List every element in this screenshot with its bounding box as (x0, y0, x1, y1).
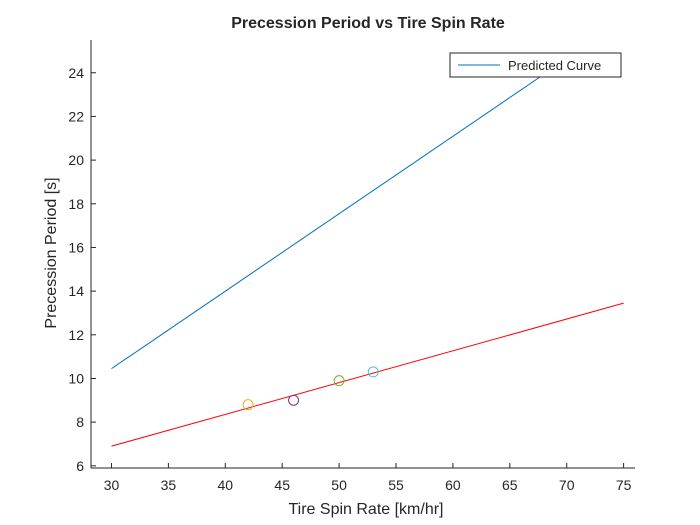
data-point-1 (242, 399, 254, 411)
series-line-predicted-curve (111, 72, 547, 370)
y-tick-label: 24 (68, 65, 84, 81)
y-tick-label: 12 (68, 327, 84, 343)
x-tick-label: 70 (559, 477, 575, 493)
x-tick-label: 65 (502, 477, 518, 493)
data-point-3 (333, 375, 345, 387)
x-tick-label: 75 (616, 477, 632, 493)
y-tick-label: 14 (68, 283, 84, 299)
data-point-2 (288, 394, 300, 406)
x-tick-label: 50 (331, 477, 347, 493)
x-tick-label: 30 (104, 477, 120, 493)
x-tick-label: 45 (274, 477, 290, 493)
y-tick-label: 8 (76, 414, 84, 430)
legend: Predicted Curve (449, 52, 622, 78)
x-tick-label: 40 (218, 477, 234, 493)
data-point-4 (367, 366, 379, 378)
y-tick-label: 16 (68, 239, 84, 255)
x-tick-label: 60 (445, 477, 461, 493)
plot-area (111, 72, 624, 447)
y-tick-label: 10 (68, 370, 84, 386)
chart-title: Precession Period vs Tire Spin Rate (231, 15, 505, 32)
legend-label: Predicted Curve (508, 58, 601, 73)
x-tick-label: 35 (161, 477, 177, 493)
x-tick-label: 55 (388, 477, 404, 493)
plot-clip-group (111, 72, 624, 447)
y-tick-label: 22 (68, 108, 84, 124)
series-line-fit (111, 302, 624, 447)
y-axis-label: Precession Period [s] (43, 177, 60, 328)
y-tick-label: 20 (68, 152, 84, 168)
x-axis-label: Tire Spin Rate [km/hr] (288, 501, 443, 518)
y-tick-label: 6 (76, 458, 84, 474)
y-tick-label: 18 (68, 196, 84, 212)
axes: 30 35 40 45 50 55 60 65 70 75 6 8 10 12 14 16 18 20 22 24 (68, 40, 635, 493)
